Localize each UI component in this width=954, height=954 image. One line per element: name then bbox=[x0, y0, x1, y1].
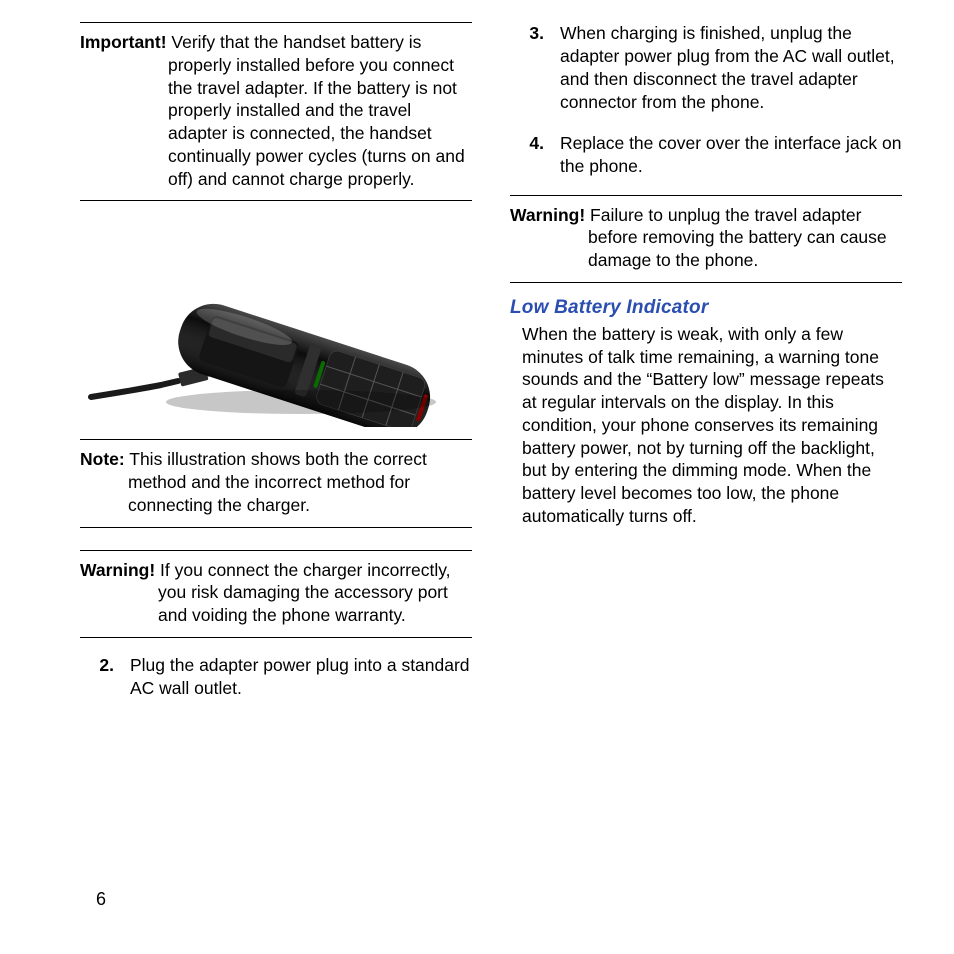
warning-text: Failure to unplug the travel adapter bef… bbox=[585, 205, 886, 271]
warning-lead: Warning! bbox=[80, 560, 155, 580]
step-number: 2. bbox=[80, 654, 114, 700]
step-number: 3. bbox=[510, 22, 544, 114]
note-text: This illustration shows both the correct… bbox=[125, 449, 427, 515]
important-lead: Important! bbox=[80, 32, 167, 52]
phone-icon bbox=[86, 217, 466, 427]
step-text: When charging is finished, unplug the ad… bbox=[560, 22, 902, 114]
warning-callout: Warning! Failure to unplug the travel ad… bbox=[510, 196, 902, 282]
low-battery-body: When the battery is weak, with only a fe… bbox=[510, 323, 902, 528]
left-column: Important! Verify that the handset batte… bbox=[80, 22, 472, 708]
step-text: Plug the adapter power plug into a stand… bbox=[130, 654, 472, 700]
phone-charger-illustration bbox=[80, 217, 472, 427]
rule bbox=[80, 637, 472, 638]
rule bbox=[80, 527, 472, 528]
rule bbox=[510, 282, 902, 283]
important-text: Verify that the handset battery is prope… bbox=[167, 32, 465, 189]
step-3: 3. When charging is finished, unplug the… bbox=[510, 22, 902, 122]
warning-callout: Warning! If you connect the charger inco… bbox=[80, 551, 472, 637]
step-number: 4. bbox=[510, 132, 544, 178]
warning-lead: Warning! bbox=[510, 205, 585, 225]
rule bbox=[80, 200, 472, 201]
manual-page: Important! Verify that the handset batte… bbox=[0, 0, 954, 708]
note-callout: Note: This illustration shows both the c… bbox=[80, 440, 472, 526]
step-text: Replace the cover over the interface jac… bbox=[560, 132, 902, 178]
warning-text: If you connect the charger incorrectly, … bbox=[155, 560, 450, 626]
step-2: 2. Plug the adapter power plug into a st… bbox=[80, 644, 472, 708]
step-4: 4. Replace the cover over the interface … bbox=[510, 122, 902, 186]
important-callout: Important! Verify that the handset batte… bbox=[80, 23, 472, 200]
right-column: 3. When charging is finished, unplug the… bbox=[510, 22, 902, 708]
note-lead: Note: bbox=[80, 449, 125, 469]
low-battery-heading: Low Battery Indicator bbox=[510, 297, 902, 319]
page-number: 6 bbox=[96, 889, 106, 910]
